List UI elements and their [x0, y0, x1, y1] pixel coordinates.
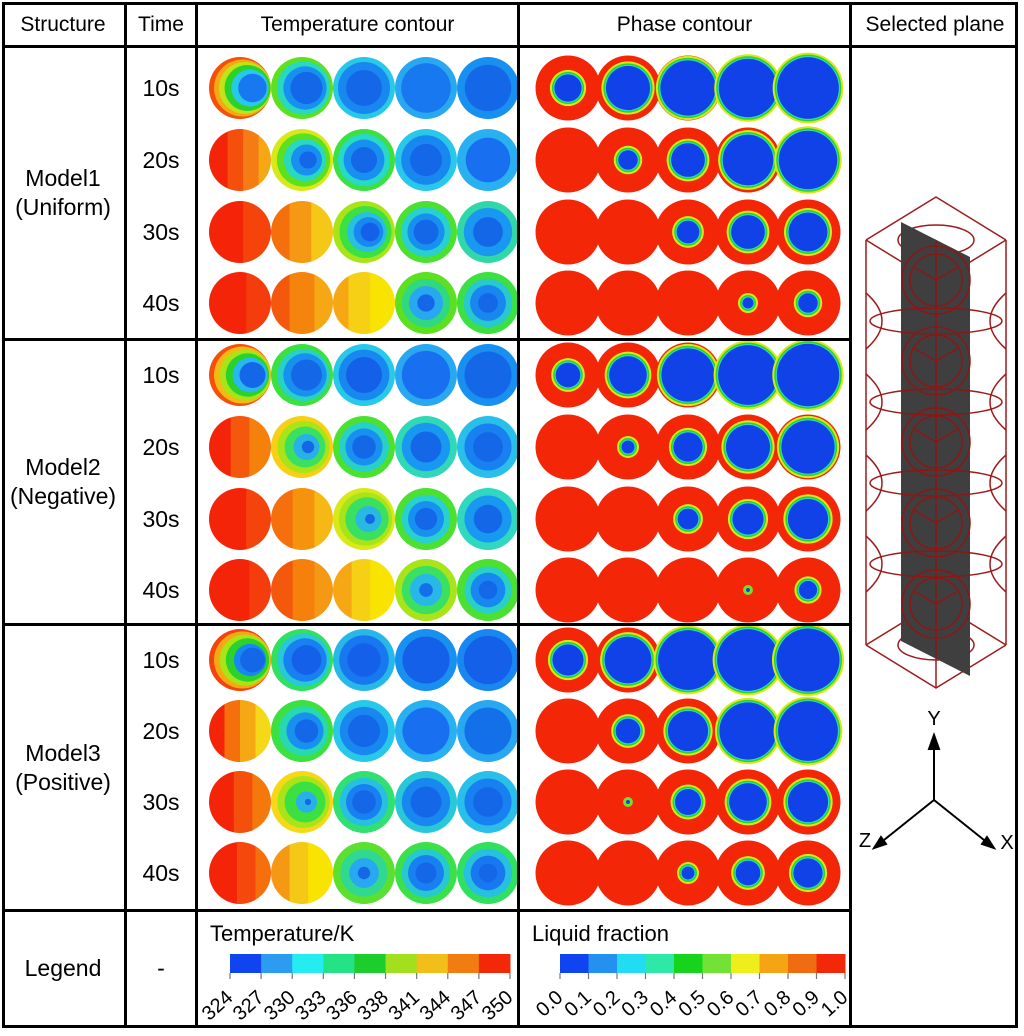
col-header-selected-plane: Selected plane: [865, 13, 1005, 36]
legend-row-dash: -: [157, 955, 165, 981]
grid-line-structure-time: [124, 2, 127, 1028]
temperature-contour-row: [209, 57, 519, 119]
col-header-time: Time: [138, 13, 184, 36]
temperature-contour-row: [209, 842, 519, 904]
model3-label: Model3 (Positive): [2, 626, 124, 909]
grid-line-phase-selected: [849, 2, 852, 1028]
axis-arrow-z: [871, 835, 888, 850]
axis-arrow-y: [927, 732, 941, 750]
model1-name: Model1: [25, 165, 101, 191]
axis-label-y: Y: [927, 708, 941, 730]
time-label: 30s: [142, 219, 180, 245]
grid-line-model1-model2: [2, 338, 852, 341]
temperature-contour-row: [209, 488, 519, 550]
phase-contour-row: [535, 52, 844, 124]
legend-row-label: Legend: [24, 955, 102, 981]
grid-line-time-temperature: [195, 2, 198, 1028]
phase-contour-row: [535, 696, 843, 766]
model2-label: Model2 (Negative): [2, 341, 124, 623]
col-header-structure: Structure: [20, 13, 106, 36]
temperature-contour-row: [209, 129, 519, 191]
time-label: 30s: [142, 789, 180, 815]
phase-contour-row: [535, 126, 842, 194]
axis-label-z: Z: [858, 830, 872, 852]
phase-contour-row: [535, 270, 841, 336]
axis-arrow-x: [980, 835, 997, 850]
temperature-contour-row: [209, 416, 519, 478]
model2-name: Model2: [25, 454, 101, 480]
time-label: 30s: [142, 506, 180, 532]
time-label: 20s: [142, 718, 180, 744]
time-label: 40s: [142, 290, 180, 316]
phase-contour-row: [535, 557, 841, 623]
phase-contour-row: [535, 414, 841, 480]
phase-contour-row: [535, 840, 841, 906]
phase-contour-row: [535, 769, 841, 835]
axis-triad: [871, 732, 997, 850]
phase-contour-row: [535, 199, 841, 265]
phase-contour-row: [535, 486, 841, 552]
time-label: 40s: [142, 577, 180, 603]
temperature-contour-row: [209, 559, 519, 621]
col-header-phase-contour: Phase contour: [616, 13, 753, 36]
wireframe-over-plane: [901, 222, 970, 676]
axis-label-x: X: [1000, 832, 1014, 854]
col-header-temperature-contour: Temperature contour: [260, 13, 455, 36]
model2-variant: (Negative): [9, 483, 117, 509]
grid-line-model2-model3: [2, 623, 852, 626]
phase-contour-row: [535, 339, 844, 411]
temperature-contour-row: [209, 771, 519, 833]
grid-line-legend-top: [2, 909, 852, 912]
time-label: 10s: [142, 75, 180, 101]
model1-variant: (Uniform): [15, 194, 111, 220]
temperature-legend-title: Temperature/K: [210, 921, 355, 946]
grid-line-temperature-phase: [517, 2, 520, 1028]
grid-line-header-bottom: [2, 45, 1018, 48]
model3-name: Model3: [25, 739, 101, 766]
time-label: 40s: [142, 860, 180, 886]
time-label: 10s: [142, 647, 180, 673]
phase-contour-row: [535, 623, 845, 697]
time-label: 10s: [142, 362, 180, 388]
liquid-fraction-legend-title: Liquid fraction: [532, 921, 669, 946]
time-label: 20s: [142, 147, 180, 173]
temperature-contour-row: [209, 272, 519, 334]
model1-label: Model1 (Uniform): [2, 48, 124, 338]
time-label: 20s: [142, 434, 180, 460]
model3-variant: (Positive): [15, 768, 111, 795]
temperature-contour-row: [209, 344, 519, 406]
temperature-contour-row: [209, 629, 519, 691]
